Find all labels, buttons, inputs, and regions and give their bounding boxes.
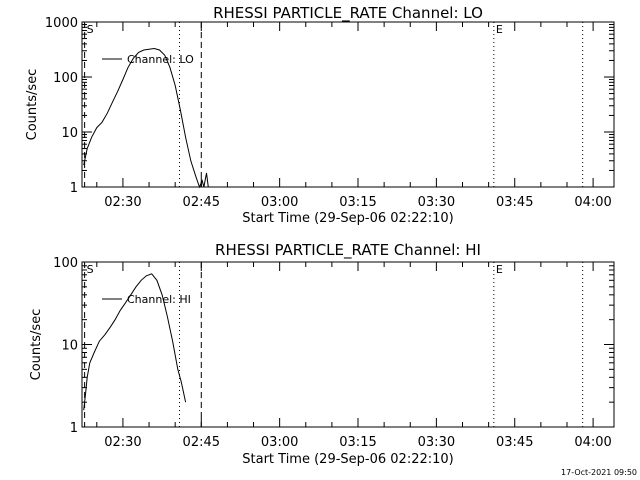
legend-entry: Channel: HI (127, 293, 191, 306)
chart-title: RHESSI PARTICLE_RATE Channel: HI (215, 241, 481, 260)
x-tick-label: 02:30 (104, 435, 141, 450)
x-tick-label: 03:00 (261, 195, 298, 210)
x-tick-label: 02:30 (104, 195, 141, 210)
panel-lo: RHESSI PARTICLE_RATE Channel: LO 02:30 02:… (25, 4, 615, 226)
x-tick-label: 03:30 (418, 435, 455, 450)
series-line (83, 273, 187, 411)
start-marker-label: S (87, 23, 94, 36)
x-axis-label: Start Time (29-Sep-06 02:22:10) (242, 452, 453, 467)
y-axis-label: Counts/sec (29, 309, 44, 381)
start-marker-label: S (87, 263, 94, 276)
x-tick-label: 03:45 (496, 435, 533, 450)
y-tick-label: 1 (70, 181, 78, 196)
x-tick-label: 03:30 (418, 195, 455, 210)
end-marker-label: E (496, 263, 503, 276)
chart-title: RHESSI PARTICLE_RATE Channel: LO (213, 4, 483, 23)
x-tick-label: 02:45 (183, 195, 220, 210)
x-tick-label: 03:00 (261, 435, 298, 450)
x-axis-label: Start Time (29-Sep-06 02:22:10) (242, 211, 453, 226)
y-tick-label: 100 (53, 71, 78, 86)
y-tick-label: 10 (61, 339, 78, 354)
x-tick-label: 03:45 (496, 195, 533, 210)
plot-frame (81, 261, 615, 428)
footer-timestamp: 17-Oct-2021 09:50 (561, 468, 637, 477)
plot-frame (81, 21, 615, 188)
series-line (83, 47, 209, 189)
y-tick-label: 100 (53, 256, 78, 271)
panel-hi: RHESSI PARTICLE_RATE Channel: HI 02:30 02:… (29, 241, 615, 467)
x-tick-label: 03:15 (339, 435, 376, 450)
y-tick-label: 10 (61, 126, 78, 141)
y-axis-label: Counts/sec (25, 69, 40, 141)
legend-entry: Channel: LO (127, 53, 194, 66)
y-tick-label: 1000 (45, 16, 78, 31)
x-tick-label: 02:45 (183, 435, 220, 450)
x-tick-label: 03:15 (339, 195, 376, 210)
x-tick-label: 04:00 (574, 195, 611, 210)
y-tick-label: 1 (70, 421, 78, 436)
end-marker-label: E (496, 23, 503, 36)
x-tick-label: 04:00 (574, 435, 611, 450)
